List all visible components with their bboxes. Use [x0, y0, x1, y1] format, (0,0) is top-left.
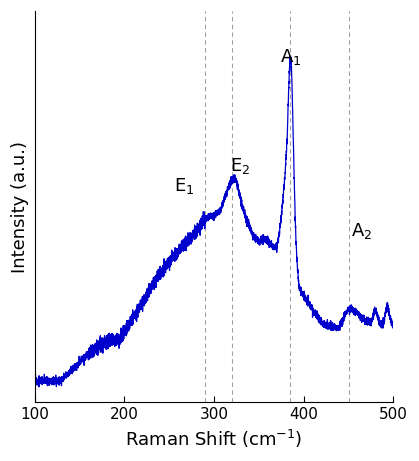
Text: E$_1$: E$_1$ [174, 177, 194, 196]
X-axis label: Raman Shift (cm$^{-1}$): Raman Shift (cm$^{-1}$) [125, 428, 303, 450]
Text: E$_2$: E$_2$ [230, 155, 251, 176]
Y-axis label: Intensity (a.u.): Intensity (a.u.) [11, 141, 29, 273]
Text: A$_2$: A$_2$ [351, 221, 372, 242]
Text: A$_1$: A$_1$ [279, 47, 301, 66]
